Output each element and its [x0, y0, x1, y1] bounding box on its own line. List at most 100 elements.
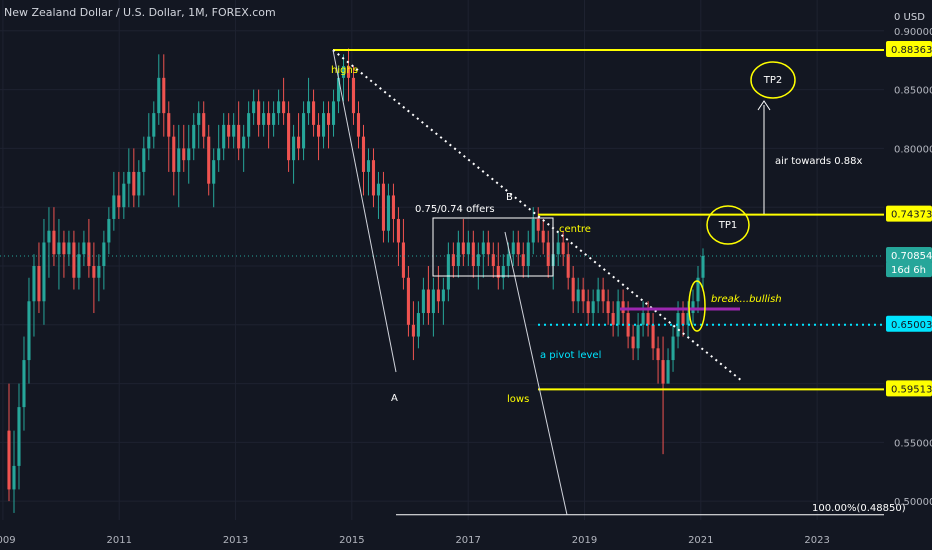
candle-body: [157, 77, 161, 114]
candle-body: [147, 136, 151, 149]
candle-body: [381, 183, 386, 231]
candle-body: [436, 289, 440, 302]
x-tick-label: 2017: [455, 535, 480, 546]
candle-body: [591, 301, 595, 314]
price-label-box: [886, 41, 932, 58]
candle-body: [471, 242, 475, 266]
candle-body: [481, 242, 485, 255]
candle-body: [257, 101, 261, 125]
candle-body: [486, 242, 490, 255]
x-tick-label: 2021: [688, 535, 713, 546]
candle-body: [671, 336, 675, 361]
candle-body: [566, 254, 570, 278]
candle-body: [27, 301, 31, 361]
centre-label: centre: [559, 224, 591, 235]
candle-body: [491, 254, 495, 266]
candle-body: [341, 66, 346, 78]
candle-body: [546, 242, 550, 266]
candle-body: [376, 183, 381, 196]
candle-body: [351, 77, 356, 114]
candle-body: [117, 195, 121, 208]
downtrend-line: [332, 49, 743, 382]
offers-label: 0.75/0.74 offers: [415, 204, 495, 215]
candle-body: [57, 242, 61, 255]
candle-body: [401, 242, 405, 278]
candle-body: [247, 113, 251, 137]
y-tick-label: 0.55000: [894, 438, 932, 449]
candle-body: [576, 289, 580, 302]
candle-body: [421, 289, 425, 314]
candle-body: [526, 242, 530, 266]
candle-body: [187, 148, 191, 161]
candle-body: [302, 113, 306, 149]
y-tick-label: 0.80000: [894, 144, 932, 155]
currency-label: 0 USD: [894, 12, 925, 23]
candle-body: [162, 77, 166, 114]
candle-body: [666, 360, 670, 384]
tp2-label: TP2: [763, 75, 783, 86]
candle-body: [177, 148, 181, 172]
x-tick-label: 2011: [106, 535, 131, 546]
candle-body: [132, 171, 136, 196]
price-label-box: [886, 380, 932, 397]
projection-line: [504, 231, 568, 515]
candle-body: [321, 113, 326, 137]
break-ellipse: [688, 280, 706, 332]
candle-body: [102, 242, 106, 266]
price-label-box: [886, 246, 932, 263]
candle-body: [137, 171, 141, 196]
x-tick-label: 2013: [223, 535, 248, 546]
candle-body: [197, 113, 201, 125]
candle-body: [441, 289, 445, 302]
candle-body: [47, 230, 51, 243]
air-arrow-head: [757, 100, 771, 111]
candle-body: [511, 242, 515, 255]
price-axis: 0.500000.550000.600000.650000.700000.800…: [886, 27, 932, 508]
price-label-text: 0.74373: [891, 210, 932, 221]
x-tick-label: 2009: [0, 535, 16, 546]
candle-body: [77, 254, 81, 278]
candle-body: [386, 195, 391, 231]
tp2-circle: [750, 61, 796, 99]
candle-body: [581, 289, 585, 302]
candle-body: [67, 242, 71, 255]
candle-body: [7, 430, 11, 490]
candle-body: [556, 242, 560, 255]
break-bullish-label: break...bullish: [711, 294, 782, 305]
candle-body: [676, 313, 680, 337]
time-axis: 2009 2011 2013 2015 2017 2019 2021 2023: [0, 535, 830, 546]
candle-body: [317, 124, 321, 137]
wave-a-label: A: [391, 393, 398, 404]
candle-body: [686, 313, 690, 325]
price-label-text: 0.59513: [891, 384, 932, 395]
candle-body: [222, 124, 226, 149]
candle-body: [122, 183, 126, 208]
candle-body: [641, 313, 645, 325]
candle-body: [37, 265, 41, 302]
candle-body: [87, 242, 91, 266]
candle-body: [22, 360, 26, 408]
candle-body: [127, 171, 131, 184]
candle-body: [536, 218, 540, 231]
candle-body: [72, 242, 76, 278]
candle-body: [541, 230, 545, 243]
candle-body: [262, 113, 266, 125]
x-tick-label: 2023: [804, 535, 829, 546]
price-label-text: 16d 6h: [891, 265, 926, 276]
candle-body: [411, 324, 415, 337]
candle-body: [681, 313, 685, 325]
candle-body: [466, 242, 470, 255]
candle-body: [446, 254, 450, 290]
candle-body: [346, 66, 351, 78]
candle-body: [287, 113, 291, 161]
tp1-label: TP1: [718, 220, 738, 231]
candle-body: [12, 465, 16, 490]
price-label-text: 0.88363: [891, 45, 932, 56]
candle-body: [696, 277, 700, 302]
candle-body: [571, 277, 575, 302]
candle-body: [636, 324, 640, 349]
candle-body: [107, 218, 111, 243]
candle-body: [496, 265, 500, 278]
